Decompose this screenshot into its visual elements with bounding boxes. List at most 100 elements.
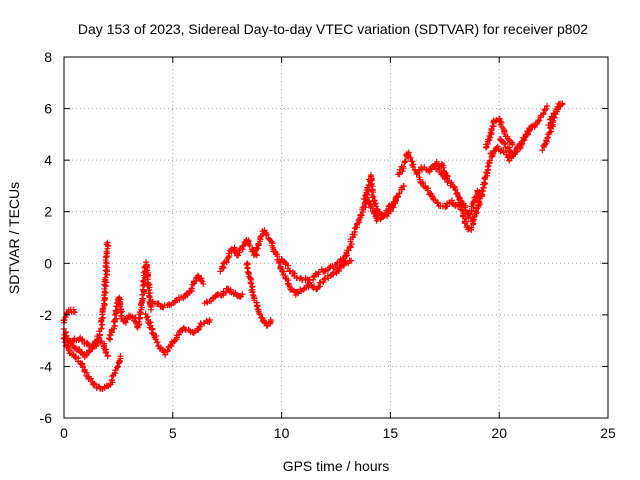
y-tick-label: -2 [40, 307, 53, 323]
data-point [341, 258, 348, 265]
data-point [199, 278, 206, 285]
data-point [200, 280, 207, 287]
data-point [103, 248, 110, 255]
data-point [504, 135, 511, 142]
data-point [525, 128, 532, 135]
y-tick-label: -4 [40, 358, 53, 374]
data-point [65, 347, 72, 354]
data-point [220, 260, 227, 267]
data-point [206, 317, 213, 324]
data-point [256, 311, 263, 318]
data-point [104, 239, 111, 246]
data-point [458, 206, 465, 213]
data-point [486, 157, 493, 164]
data-point [191, 328, 198, 335]
data-point [113, 315, 120, 322]
data-point [277, 264, 284, 271]
data-point [254, 245, 261, 252]
data-point [110, 325, 117, 332]
data-point [135, 315, 142, 322]
y-tick-label: 8 [44, 49, 52, 65]
data-point [294, 289, 301, 296]
data-point [222, 289, 229, 296]
data-point [539, 147, 546, 154]
data-point [112, 316, 119, 323]
data-point [478, 193, 485, 200]
data-point [243, 261, 250, 268]
data-point [78, 336, 85, 343]
data-point [104, 353, 111, 360]
data-point [154, 339, 161, 346]
data-point [500, 140, 507, 147]
data-point [71, 309, 78, 316]
data-point [114, 363, 121, 370]
data-point [239, 291, 246, 298]
data-point [97, 325, 104, 332]
data-point [191, 329, 198, 336]
data-point [284, 280, 291, 287]
data-point [102, 253, 109, 260]
data-point [442, 175, 449, 182]
data-point [107, 332, 114, 339]
data-point [509, 141, 516, 148]
data-point [400, 182, 407, 189]
data-point [100, 314, 107, 321]
data-point [358, 212, 365, 219]
data-point [559, 100, 566, 107]
data-point [219, 263, 226, 270]
data-point [102, 274, 109, 281]
data-point [310, 273, 317, 280]
data-point [164, 347, 171, 354]
data-points [60, 100, 566, 392]
data-point [91, 381, 98, 388]
data-point [485, 160, 492, 167]
data-point [519, 140, 526, 147]
x-tick-label: 0 [60, 425, 68, 441]
data-point [372, 200, 379, 207]
data-point [155, 300, 162, 307]
data-point [551, 110, 558, 117]
data-point [402, 158, 409, 165]
data-point [452, 186, 459, 193]
y-axis-label: SDTVAR / TECUs [6, 182, 22, 294]
data-point [465, 214, 472, 221]
data-point [434, 199, 441, 206]
data-point [461, 204, 468, 211]
y-tick-label: 4 [44, 152, 52, 168]
x-tick-label: 15 [383, 425, 399, 441]
data-point [295, 290, 302, 297]
data-point [315, 269, 322, 276]
data-point [109, 373, 116, 380]
data-point [540, 109, 547, 116]
data-point [365, 188, 372, 195]
x-tick-label: 20 [491, 425, 507, 441]
data-point [310, 285, 317, 292]
x-tick-label: 25 [600, 425, 616, 441]
data-point [91, 380, 98, 387]
data-point [175, 331, 182, 338]
data-point [476, 198, 483, 205]
data-point [173, 297, 180, 304]
data-point [148, 306, 155, 313]
data-point [140, 277, 147, 284]
data-point [267, 317, 274, 324]
data-point [456, 194, 463, 201]
data-point [192, 277, 199, 284]
data-point [197, 277, 204, 284]
data-point [470, 204, 477, 211]
data-point [101, 301, 108, 308]
data-point [392, 198, 399, 205]
data-point [246, 242, 253, 249]
y-tick-label: 0 [44, 255, 52, 271]
y-tick-label: 2 [44, 204, 52, 220]
x-axis-label: GPS time / hours [283, 458, 390, 474]
data-point [188, 285, 195, 292]
data-point [336, 265, 343, 272]
data-point [227, 286, 234, 293]
data-point [249, 291, 256, 298]
grid [64, 57, 608, 418]
data-point [263, 231, 270, 238]
data-point [508, 138, 515, 145]
data-point [87, 375, 94, 382]
